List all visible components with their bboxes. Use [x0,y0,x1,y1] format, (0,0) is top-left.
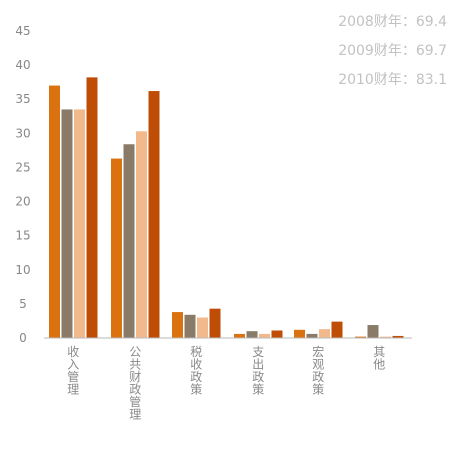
y-tick-label: 15 [15,229,30,243]
bar [319,329,330,338]
category-label: 其他 [373,345,385,372]
bar [74,109,85,338]
bar [61,109,73,338]
svg-text:观: 观 [312,358,324,372]
y-tick-label: 30 [15,126,30,140]
annotation-text: 2010财年：83.1 [338,72,447,88]
svg-text:公: 公 [129,345,141,359]
svg-text:管: 管 [129,394,141,409]
bar [271,330,283,338]
bar [380,336,391,338]
bar [148,91,160,338]
svg-text:策: 策 [252,383,264,397]
bar-group [49,77,404,338]
svg-text:税: 税 [190,345,202,359]
bar [259,333,270,338]
annotation-text: 2009财年：69.7 [338,43,447,59]
annotation-text: 2008财年：69.4 [338,14,447,30]
y-tick-label: 5 [19,297,27,311]
svg-text:其: 其 [373,345,385,359]
svg-text:出: 出 [252,358,264,372]
bar [197,317,208,338]
y-tick-label: 20 [15,195,30,209]
svg-text:收: 收 [67,345,79,359]
svg-text:策: 策 [190,383,202,397]
bar [86,77,98,338]
svg-text:政: 政 [312,370,324,384]
svg-text:财: 财 [129,370,141,384]
svg-text:入: 入 [67,358,79,372]
bar [306,333,318,338]
bar [392,335,404,338]
bar [209,308,221,338]
bar [184,314,196,338]
bar [367,325,379,338]
y-tick-label: 25 [15,160,30,174]
svg-text:共: 共 [129,358,141,372]
bar [172,312,183,338]
y-tick-label: 0 [19,331,27,345]
bar [111,158,122,338]
svg-text:政: 政 [129,383,141,397]
svg-text:管: 管 [67,369,79,384]
svg-text:理: 理 [129,408,141,422]
bar [123,144,135,338]
bar [49,85,60,338]
bar [136,131,147,338]
svg-text:支: 支 [252,345,264,359]
svg-text:理: 理 [67,383,79,397]
bar [294,329,305,338]
bar [355,336,366,338]
svg-text:他: 他 [373,358,385,372]
svg-text:宏: 宏 [312,344,324,359]
svg-text:策: 策 [312,383,324,397]
svg-text:政: 政 [252,370,264,384]
bar [234,333,245,338]
y-tick-label: 35 [15,92,30,106]
y-axis: 0 5 10 15 20 25 30 35 40 45 [15,24,30,345]
svg-text:政: 政 [190,370,202,384]
y-tick-label: 10 [15,263,30,277]
y-tick-label: 40 [15,58,30,72]
bar [331,321,343,338]
y-tick-label: 45 [15,24,30,38]
bar [246,331,258,338]
fiscal-year-annotations: 2008财年：69.4 2009财年：69.7 2010财年：83.1 [338,14,447,88]
svg-text:收: 收 [190,358,202,372]
